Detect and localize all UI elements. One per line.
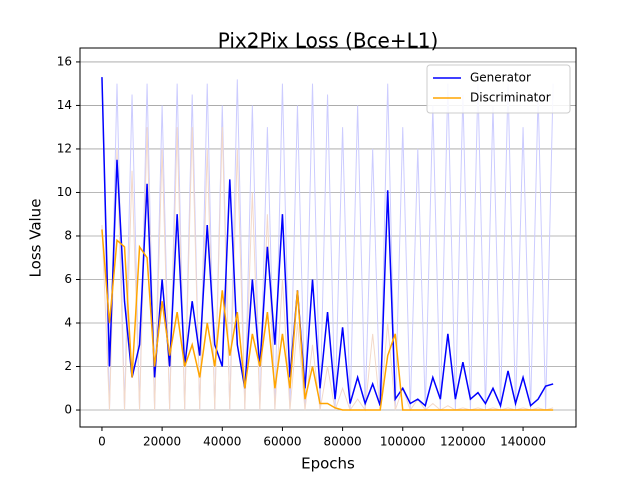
x-tick-label: 80000 [323, 435, 361, 449]
chart-title: Pix2Pix Loss (Bce+L1) [218, 29, 439, 53]
y-tick-label: 12 [57, 141, 72, 155]
y-tick-label: 14 [57, 98, 72, 112]
y-tick-label: 16 [57, 54, 72, 68]
y-tick-label: 10 [57, 185, 72, 199]
y-axis-label: Loss Value [27, 199, 45, 278]
x-tick-label: 100000 [380, 435, 426, 449]
x-axis-label: Epochs [301, 455, 355, 473]
series-line [101, 229, 554, 411]
y-tick-label: 0 [64, 403, 72, 417]
legend-label: Discriminator [470, 91, 551, 105]
series-line [101, 77, 554, 409]
plot-frame [79, 47, 577, 428]
x-tick-label: 60000 [263, 435, 301, 449]
raw-line [101, 127, 554, 412]
y-tick-label: 2 [64, 359, 72, 373]
x-tick-label: 140000 [500, 435, 546, 449]
x-tick-label: 0 [98, 435, 106, 449]
legend-label: Generator [470, 71, 531, 85]
x-tick-label: 120000 [440, 435, 486, 449]
y-tick-label: 8 [64, 228, 72, 242]
x-tick-label: 20000 [143, 435, 181, 449]
y-tick-label: 6 [64, 272, 72, 286]
legend-box [426, 64, 571, 114]
y-tick-label: 4 [64, 316, 72, 330]
x-tick-label: 40000 [203, 435, 241, 449]
